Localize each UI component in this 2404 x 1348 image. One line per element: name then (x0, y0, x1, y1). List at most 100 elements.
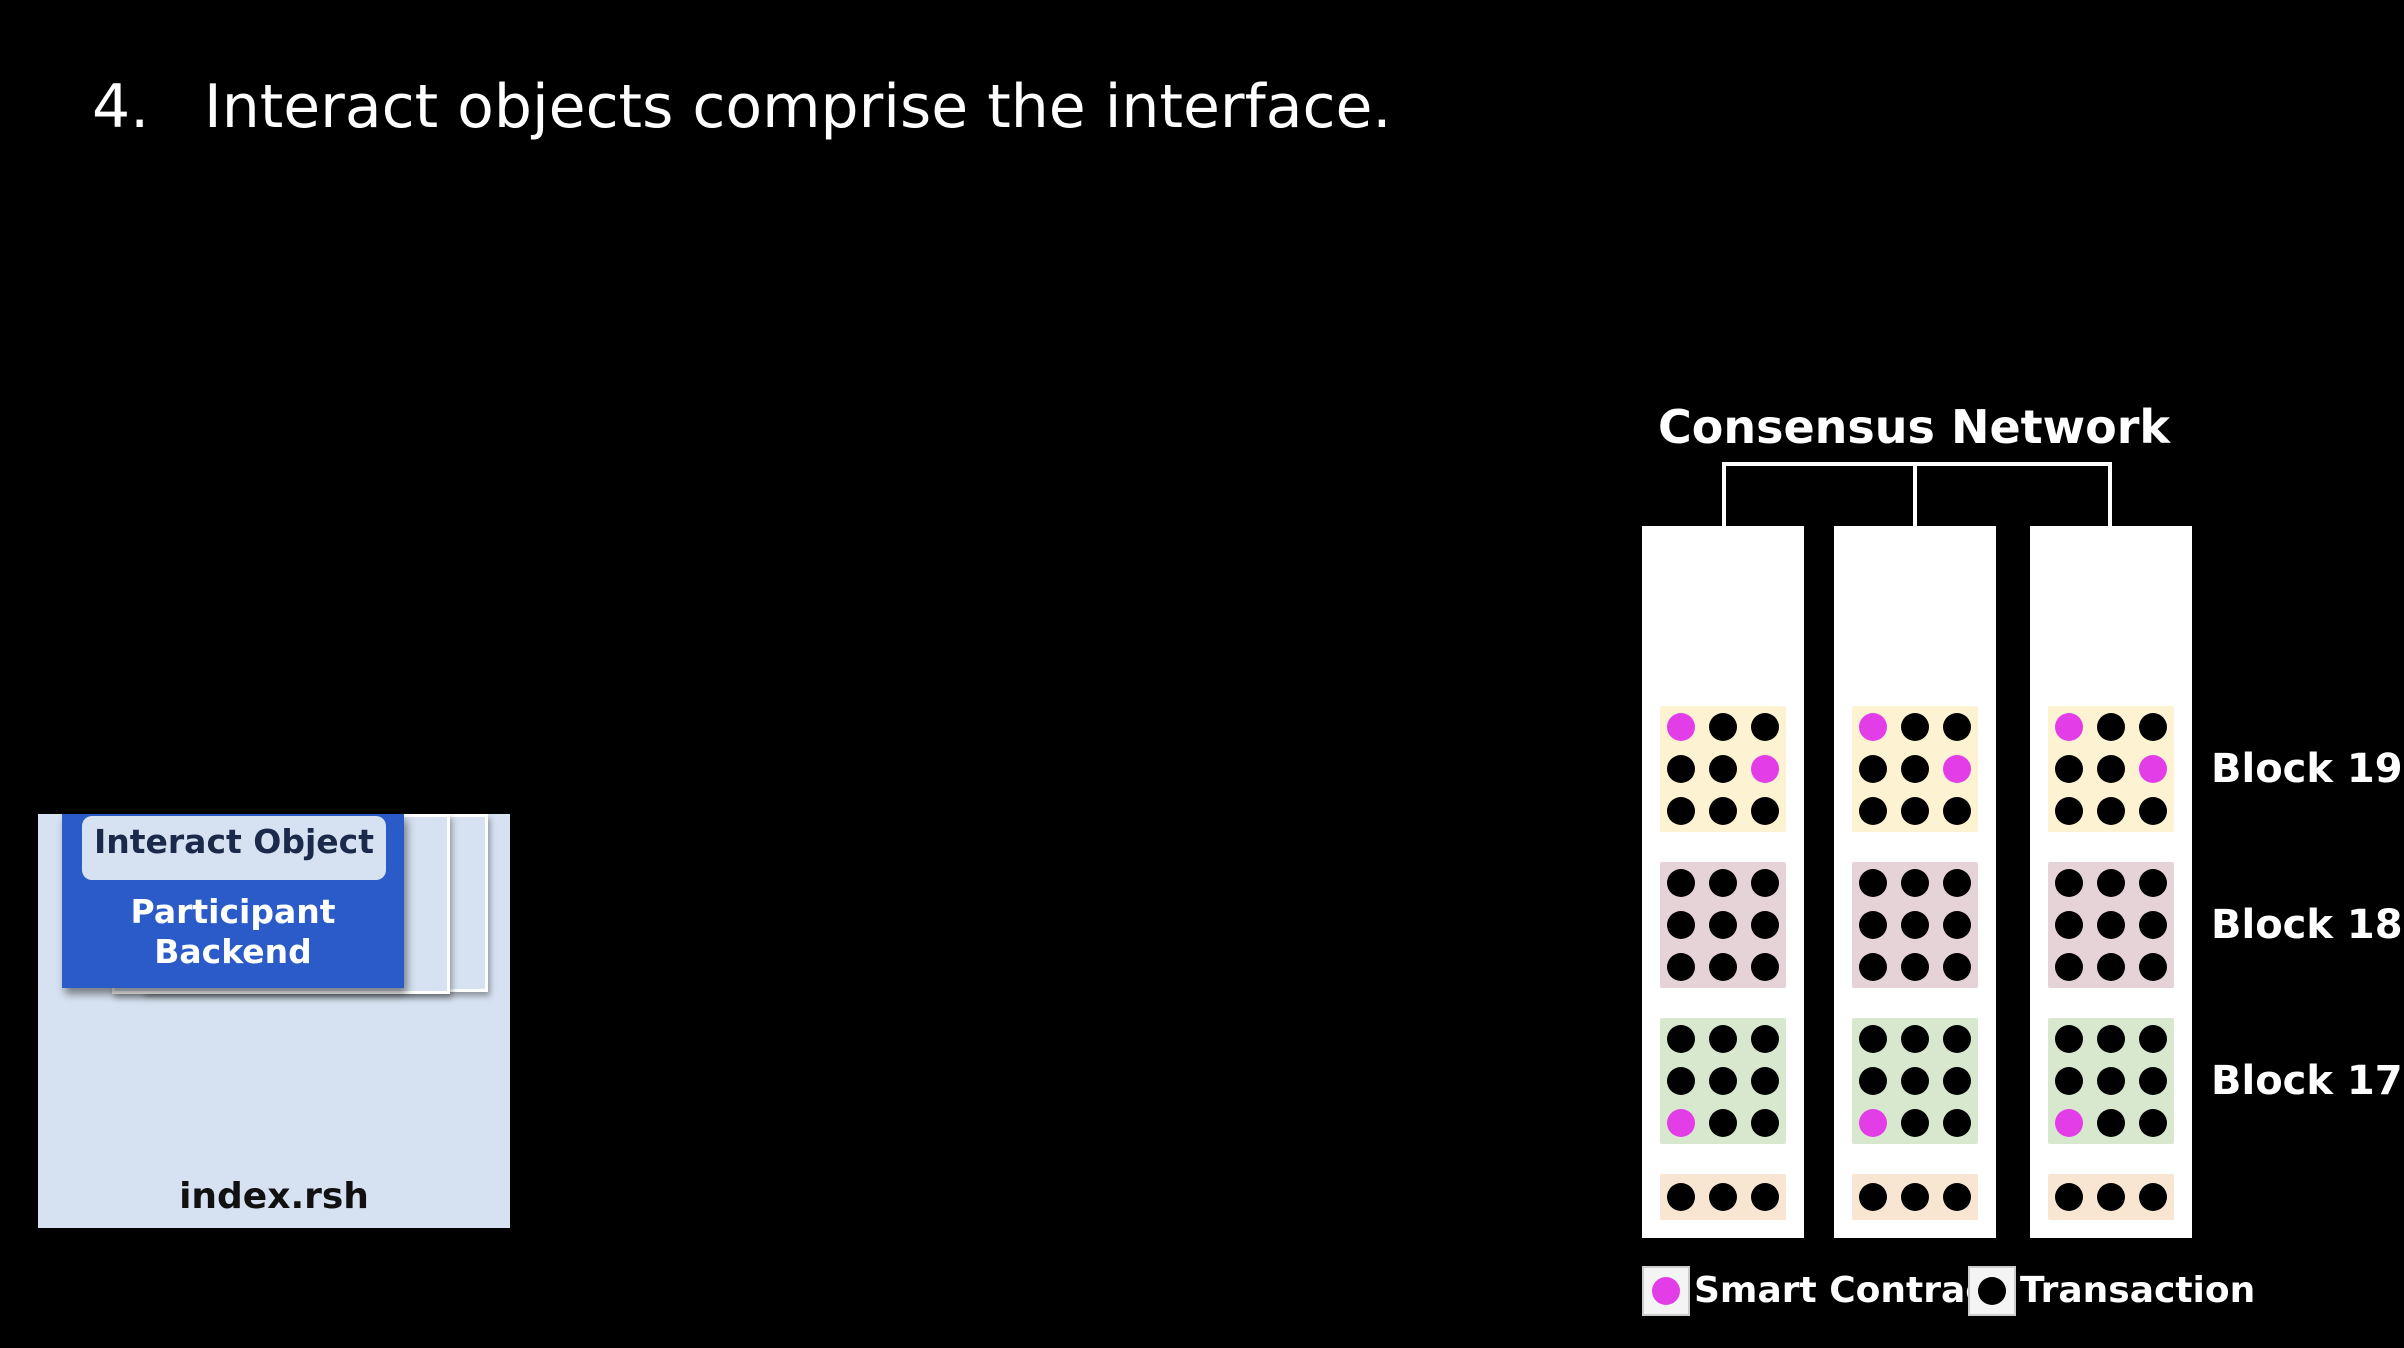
transaction-dot (1901, 755, 1929, 783)
smart-contract-dot (1667, 713, 1695, 741)
smart-contract-dot (1751, 755, 1779, 783)
transaction-dot (2139, 1183, 2167, 1211)
transaction-dot (1943, 797, 1971, 825)
transaction-dot (1751, 1025, 1779, 1053)
transaction-dot (2055, 911, 2083, 939)
smart-contract-dot (1667, 1109, 1695, 1137)
transaction-dot (1751, 1183, 1779, 1211)
backend-label-line2: Backend (154, 932, 312, 971)
transaction-dot (1667, 1025, 1695, 1053)
smart-contract-dot (1943, 755, 1971, 783)
backend-label-line1: Participant (130, 892, 336, 931)
slide-title-text: Interact objects comprise the interface. (204, 72, 1392, 142)
transaction-dot (1901, 953, 1929, 981)
index-rsh-label: index.rsh (179, 1176, 369, 1217)
transaction-dot (1709, 911, 1737, 939)
transaction-dot (2097, 869, 2125, 897)
smart-contract-dot (1859, 713, 1887, 741)
transaction-dot (1943, 911, 1971, 939)
transaction-dot (1859, 755, 1887, 783)
transaction-dot (1709, 1183, 1737, 1211)
block-19-label: Block 19 (2211, 746, 2403, 792)
transaction-dot (1709, 797, 1737, 825)
transaction-dot (2055, 1183, 2083, 1211)
transaction-dot (2139, 953, 2167, 981)
transaction-dot (2139, 797, 2167, 825)
transaction-dot (1901, 869, 1929, 897)
smart-contract-dot-icon (1652, 1277, 1680, 1305)
transaction-dot (1859, 1025, 1887, 1053)
interact-object-label: Interact Object (93, 822, 374, 861)
transaction-dot (2055, 1025, 2083, 1053)
transaction-dot (1751, 911, 1779, 939)
transaction-dot (1709, 755, 1737, 783)
transaction-dot (1667, 1067, 1695, 1095)
participant-backend-label: Participant Backend (62, 892, 404, 972)
interact-object-card (82, 816, 386, 880)
transaction-dot (2097, 1183, 2125, 1211)
consensus-network-title: Consensus Network (1657, 400, 2171, 454)
transaction-dot (1751, 1109, 1779, 1137)
transaction-dot (1751, 713, 1779, 741)
transaction-dot-icon (1978, 1277, 2006, 1305)
transaction-dot (1751, 953, 1779, 981)
transaction-dot (1901, 911, 1929, 939)
transaction-dot (1751, 1067, 1779, 1095)
transaction-dot (1667, 869, 1695, 897)
transaction-dot (1859, 797, 1887, 825)
transaction-dot (1943, 869, 1971, 897)
transaction-dot (2139, 1067, 2167, 1095)
transaction-dot (1943, 1109, 1971, 1137)
transaction-dot (1751, 797, 1779, 825)
transaction-dot (1709, 869, 1737, 897)
transaction-dot (1901, 1025, 1929, 1053)
transaction-dot (2055, 1067, 2083, 1095)
transaction-dot (1709, 1109, 1737, 1137)
transaction-legend-label: Transaction (2020, 1270, 2256, 1311)
transaction-dot (1667, 1183, 1695, 1211)
transaction-dot (2055, 797, 2083, 825)
transaction-dot (2097, 713, 2125, 741)
smart-contract-dot (1859, 1109, 1887, 1137)
transaction-dot (1751, 869, 1779, 897)
transaction-dot (2097, 953, 2125, 981)
transaction-dot (2139, 713, 2167, 741)
transaction-dot (1943, 1067, 1971, 1095)
transaction-dot (1943, 953, 1971, 981)
transaction-dot (2097, 1025, 2125, 1053)
transaction-dot (1667, 953, 1695, 981)
transaction-dot (1901, 1067, 1929, 1095)
slide-title: 4. Interact objects comprise the interfac… (92, 72, 1391, 142)
block-18-label: Block 18 (2211, 902, 2403, 948)
smart-contract-dot (2139, 755, 2167, 783)
smart-contract-legend-label: Smart Contract (1694, 1270, 2004, 1311)
transaction-dot (1709, 1067, 1737, 1095)
transaction-dot (1709, 953, 1737, 981)
block-17-label: Block 17 (2211, 1058, 2403, 1104)
transaction-dot (2139, 1025, 2167, 1053)
smart-contract-legend-swatch (1642, 1266, 1690, 1316)
transaction-dot (1667, 755, 1695, 783)
transaction-dot (1859, 869, 1887, 897)
transaction-dot (2055, 869, 2083, 897)
transaction-dot (1943, 1025, 1971, 1053)
transaction-dot (1901, 1109, 1929, 1137)
transaction-dot (1709, 713, 1737, 741)
transaction-dot (1859, 911, 1887, 939)
transaction-dot (1859, 1183, 1887, 1211)
transaction-dot (1901, 797, 1929, 825)
transaction-dot (2139, 1109, 2167, 1137)
transaction-dot (2097, 1109, 2125, 1137)
transaction-dot (1859, 1067, 1887, 1095)
transaction-dot (1943, 713, 1971, 741)
transaction-dot (2097, 755, 2125, 783)
transaction-dot (2097, 797, 2125, 825)
transaction-dot (1859, 953, 1887, 981)
transaction-dot (1901, 713, 1929, 741)
transaction-dot (2055, 953, 2083, 981)
smart-contract-dot (2055, 713, 2083, 741)
smart-contract-dot (2055, 1109, 2083, 1137)
transaction-dot (1709, 1025, 1737, 1053)
transaction-legend-swatch (1968, 1266, 2016, 1316)
